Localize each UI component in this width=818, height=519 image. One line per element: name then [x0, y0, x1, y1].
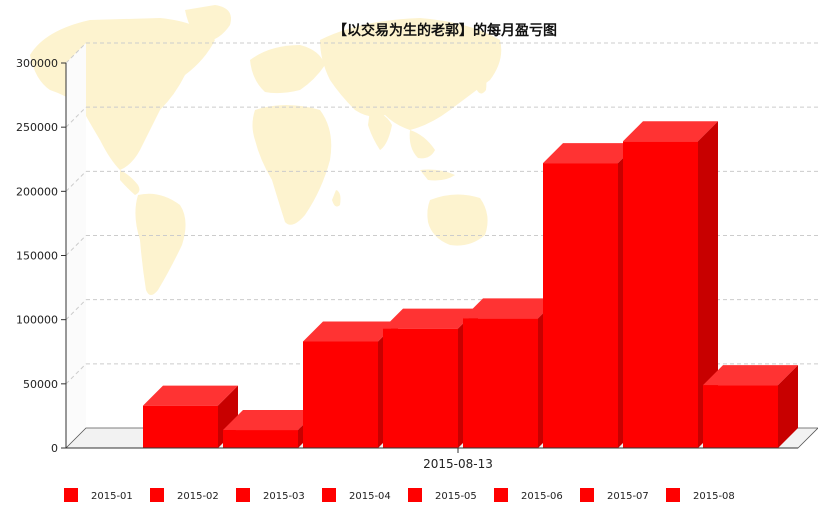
legend-item[interactable]: 2015-04	[322, 488, 391, 502]
legend-swatch	[236, 488, 250, 502]
bar-2015-08	[703, 365, 798, 448]
bar-top	[703, 365, 798, 386]
y-tick-label: 250000	[16, 121, 58, 134]
y-tick-label: 100000	[16, 314, 58, 327]
bar-2015-05	[463, 298, 558, 448]
legend-label: 2015-06	[521, 491, 563, 502]
bar-top	[303, 321, 398, 342]
gridline-diagonal	[65, 106, 87, 128]
legend: 2015-01 2015-02 2015-03 2015-04 2015-05 2015-…	[64, 488, 735, 502]
legend-item[interactable]: 2015-08	[666, 488, 735, 502]
legend-swatch	[408, 488, 422, 502]
legend-label: 2015-07	[607, 491, 649, 502]
legend-item[interactable]: 2015-03	[236, 488, 305, 502]
legend-swatch	[150, 488, 164, 502]
gridline-diagonal	[65, 235, 87, 256]
y-tick-label: 0	[51, 442, 58, 455]
gridline-diagonal	[65, 42, 87, 64]
bar-top	[463, 298, 558, 319]
x-category-label: 2015-08-13	[423, 457, 493, 471]
legend-label: 2015-04	[349, 491, 391, 502]
y-tick-label: 300000	[16, 57, 58, 70]
legend-label: 2015-05	[435, 491, 477, 502]
gridline-diagonal	[65, 363, 87, 385]
legend-label: 2015-03	[263, 491, 305, 502]
legend-item[interactable]: 2015-01	[64, 488, 133, 502]
legend-swatch	[666, 488, 680, 502]
legend-label: 2015-02	[177, 491, 219, 502]
gridline-diagonal	[65, 299, 87, 321]
bar-front	[463, 318, 538, 448]
bar-front	[623, 141, 698, 449]
bar-side	[778, 365, 798, 448]
legend-swatch	[322, 488, 336, 502]
bars	[143, 121, 798, 449]
legend-item[interactable]: 2015-07	[580, 488, 649, 502]
world-map-watermark	[30, 5, 502, 295]
legend-item[interactable]: 2015-02	[150, 488, 219, 502]
bar-top	[383, 308, 478, 329]
bar-top	[223, 410, 318, 431]
bar-front	[303, 341, 378, 448]
legend-label: 2015-08	[693, 491, 735, 502]
bar-front	[703, 385, 778, 448]
chart-title: 【以交易为生的老郭】的每月盈亏图	[333, 22, 557, 39]
x-axis-categories: 2015-08-13	[423, 448, 493, 471]
bar-top	[143, 385, 238, 406]
legend-item[interactable]: 2015-05	[408, 488, 477, 502]
gridline-diagonal	[65, 170, 87, 192]
bar-side	[698, 121, 718, 449]
legend-swatch	[494, 488, 508, 502]
bar-front	[543, 163, 618, 448]
bar-top	[623, 121, 718, 142]
y-tick-label: 150000	[16, 250, 58, 263]
y-axis-ticks: 0 50000 100000 150000 200000 250000 300000	[16, 57, 66, 455]
y-tick-label: 200000	[16, 185, 58, 198]
bar-top	[543, 143, 638, 164]
legend-swatch	[580, 488, 594, 502]
legend-swatch	[64, 488, 78, 502]
legend-label: 2015-01	[91, 491, 133, 502]
bar-front	[223, 430, 298, 448]
bar-front	[143, 405, 218, 448]
bar-2015-07	[623, 121, 718, 449]
legend-item[interactable]: 2015-06	[494, 488, 563, 502]
bar-front	[383, 328, 458, 448]
y-tick-label: 50000	[23, 378, 58, 391]
